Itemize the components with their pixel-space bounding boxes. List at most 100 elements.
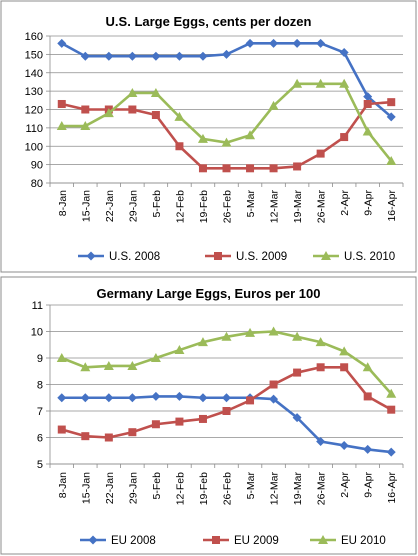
data-point — [80, 51, 90, 61]
y-tick-label: 160 — [25, 31, 43, 43]
data-point — [104, 433, 113, 442]
data-point — [316, 38, 326, 48]
data-point — [269, 38, 279, 48]
data-point — [292, 413, 302, 423]
data-point — [81, 432, 90, 441]
data-point — [339, 346, 350, 356]
x-tick-label: 5-Mar — [245, 189, 257, 217]
x-tick-label: 26-Mar — [316, 472, 328, 506]
legend-swatch-marker — [212, 536, 220, 544]
x-tick-label: 29-Jan — [127, 472, 139, 504]
data-point — [104, 51, 114, 61]
data-point — [57, 425, 66, 434]
legend-entry: U.S. 2009 — [205, 251, 287, 263]
y-tick-label: 90 — [31, 160, 43, 172]
y-tick-label: 11 — [32, 300, 43, 312]
series-2 — [57, 363, 396, 442]
data-point — [174, 111, 185, 121]
data-point — [222, 407, 231, 415]
legend-label: U.S. 2008 — [109, 251, 160, 263]
data-point — [56, 353, 67, 362]
y-tick-label: 110 — [25, 123, 43, 135]
data-point — [198, 414, 207, 423]
x-tick-label: 19-Mar — [292, 190, 304, 224]
legend-entry: U.S. 2008 — [78, 251, 160, 263]
y-tick-label: 5 — [37, 459, 43, 471]
data-point — [151, 391, 161, 401]
series-3 — [56, 326, 397, 398]
data-point — [150, 87, 161, 97]
data-point — [387, 98, 396, 107]
data-point — [127, 393, 137, 403]
legend-label: EU 2009 — [234, 535, 279, 547]
x-tick-label: 8-Jan — [57, 190, 69, 216]
data-point — [127, 360, 138, 370]
data-point — [245, 130, 256, 140]
data-point — [386, 112, 396, 122]
data-point — [198, 51, 208, 61]
data-point — [292, 78, 303, 88]
y-tick-label: 10 — [31, 327, 43, 339]
data-point — [151, 420, 160, 429]
data-point — [339, 440, 349, 450]
x-tick-label: 19-Mar — [292, 472, 304, 506]
data-point — [57, 38, 67, 48]
x-tick-label: 12-Mar — [269, 472, 281, 506]
data-point — [316, 149, 325, 158]
data-point — [363, 392, 372, 401]
data-point — [246, 396, 255, 405]
data-point — [386, 388, 397, 398]
x-tick-label: 22-Jan — [104, 472, 116, 504]
x-tick-label: 15-Jan — [80, 472, 92, 504]
x-tick-label: 15-Jan — [80, 190, 92, 222]
legend-label: EU 2008 — [111, 535, 156, 547]
data-point — [221, 137, 232, 147]
data-point — [104, 393, 114, 403]
legend-swatch-marker — [321, 251, 331, 260]
data-point — [151, 51, 161, 61]
legend-swatch-marker — [86, 251, 96, 261]
data-point — [128, 105, 137, 114]
legend-swatch-marker — [318, 535, 328, 544]
data-point — [151, 111, 160, 120]
x-tick-label: 26-Feb — [222, 472, 234, 505]
x-tick-label: 2-Apr — [339, 472, 351, 498]
data-point — [57, 393, 67, 403]
data-point — [245, 327, 256, 337]
data-point — [222, 393, 231, 403]
x-tick-label: 2-Apr — [339, 190, 351, 216]
data-point — [339, 48, 349, 58]
data-point — [127, 51, 137, 61]
data-point — [103, 360, 114, 370]
data-point — [268, 326, 279, 336]
y-tick-label: 80 — [31, 178, 43, 190]
data-point — [81, 105, 90, 114]
chart-1: U.S. Large Eggs, cents per dozen 80 90 100 1… — [0, 0, 417, 273]
series-1 — [57, 391, 396, 457]
legend-entry: EU 2009 — [203, 535, 279, 547]
data-point — [269, 164, 278, 173]
data-point — [315, 78, 326, 88]
x-tick-label: 19-Feb — [198, 472, 210, 505]
x-tick-label: 9-Apr — [363, 472, 375, 498]
data-point — [293, 162, 302, 171]
data-point — [245, 38, 255, 48]
data-point — [174, 51, 184, 61]
x-tick-label: 26-Feb — [222, 190, 234, 223]
legend-entry: EU 2010 — [310, 535, 386, 547]
data-point — [197, 337, 208, 347]
x-tick-label: 22-Jan — [104, 190, 116, 222]
data-point — [80, 121, 91, 131]
data-point — [56, 121, 67, 131]
data-point — [386, 447, 396, 457]
legend-label: EU 2010 — [341, 535, 386, 547]
data-point — [316, 363, 325, 372]
data-point — [292, 38, 302, 48]
data-point — [362, 362, 373, 372]
data-point — [315, 337, 326, 347]
legend-entry: U.S. 2010 — [313, 251, 395, 263]
chart-2: Germany Large Eggs, Euros per 100 5 6 7 8 9 10… — [0, 276, 417, 555]
data-point — [197, 133, 208, 143]
data-point — [175, 142, 184, 151]
x-tick-label: 26-Mar — [316, 190, 328, 224]
